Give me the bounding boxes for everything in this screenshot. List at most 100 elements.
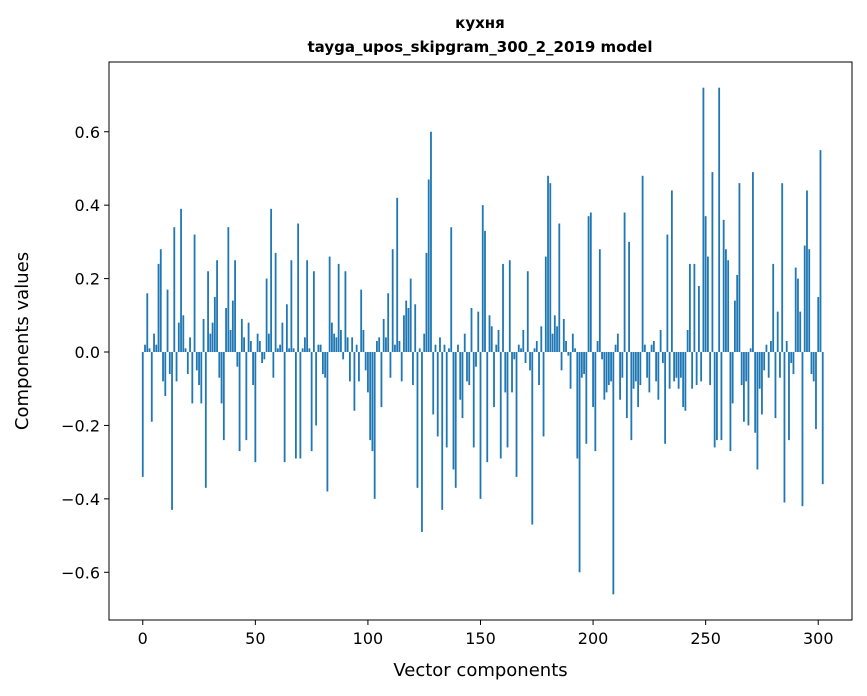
bar [166, 289, 169, 353]
bar [468, 352, 471, 386]
bar [297, 223, 300, 353]
bar [531, 352, 534, 525]
bar [558, 223, 561, 353]
bar [625, 352, 628, 419]
bar [155, 344, 158, 353]
bar [258, 341, 261, 353]
bar [639, 352, 642, 386]
bar [517, 344, 520, 353]
bar [603, 352, 606, 400]
bar [740, 352, 743, 386]
bar [560, 352, 563, 371]
x-tick-label: 150 [465, 629, 496, 648]
bar [331, 322, 333, 353]
bar [148, 348, 151, 353]
bar [794, 267, 797, 353]
bar [306, 260, 309, 353]
bar [731, 352, 734, 404]
bar [229, 329, 232, 353]
bar [421, 352, 423, 532]
bar [283, 352, 286, 463]
bar [743, 352, 745, 422]
bar [416, 352, 419, 488]
bar [725, 249, 727, 353]
bar [364, 352, 367, 371]
bar [353, 352, 356, 411]
bar [261, 352, 263, 364]
y-tick-label: 0.0 [75, 343, 100, 362]
bar [344, 271, 347, 353]
bar [781, 183, 784, 353]
bar [342, 352, 345, 360]
bar [670, 190, 673, 353]
bar [698, 285, 700, 353]
bar [333, 333, 336, 353]
bar [189, 337, 191, 353]
bar [423, 333, 426, 353]
bar [684, 352, 687, 411]
bar [441, 352, 444, 510]
y-axis-label: Components values [12, 252, 33, 430]
bar [547, 175, 549, 353]
bar [619, 352, 621, 400]
bar [326, 352, 329, 492]
bar [556, 326, 558, 353]
bar [380, 352, 383, 408]
bar [747, 352, 750, 426]
x-tick-label: 50 [245, 629, 265, 648]
bar [279, 344, 282, 353]
bar [562, 318, 565, 353]
bar [439, 337, 441, 353]
bar [202, 318, 205, 353]
bar [551, 333, 554, 353]
bar [385, 337, 387, 353]
bar [369, 352, 372, 441]
bar [776, 311, 779, 353]
bar [146, 293, 149, 353]
bar [529, 352, 531, 371]
bar [481, 205, 484, 353]
bar [409, 278, 412, 353]
bar [540, 326, 543, 353]
bar [349, 352, 351, 382]
bar [168, 352, 171, 375]
bar [664, 352, 667, 444]
bar [391, 249, 394, 353]
bar [709, 352, 712, 386]
bar [150, 352, 153, 422]
bar [288, 348, 291, 353]
bar [157, 263, 160, 353]
bar [682, 352, 685, 408]
bar [788, 352, 790, 441]
bar [612, 352, 615, 595]
bar [475, 352, 477, 367]
bar [515, 352, 518, 477]
bar [810, 352, 813, 375]
bar [216, 260, 218, 353]
bar [819, 150, 822, 353]
bar [711, 172, 714, 353]
bar [679, 352, 682, 378]
bar [265, 278, 268, 353]
bar [351, 337, 354, 353]
bar [493, 352, 495, 408]
bar [569, 352, 572, 389]
bar [378, 337, 381, 353]
bar [398, 341, 401, 353]
bar [610, 352, 612, 382]
bar [263, 352, 266, 360]
bar [661, 352, 664, 364]
bar [704, 216, 707, 353]
bar [657, 352, 660, 400]
bar [405, 300, 408, 353]
bar [457, 344, 459, 353]
bar [803, 245, 806, 353]
bar [634, 352, 637, 382]
bar [783, 352, 786, 503]
bar [779, 352, 781, 378]
bar [659, 329, 662, 353]
bar [761, 352, 763, 415]
bar [434, 344, 437, 353]
bar [707, 256, 709, 353]
bar [490, 326, 493, 353]
